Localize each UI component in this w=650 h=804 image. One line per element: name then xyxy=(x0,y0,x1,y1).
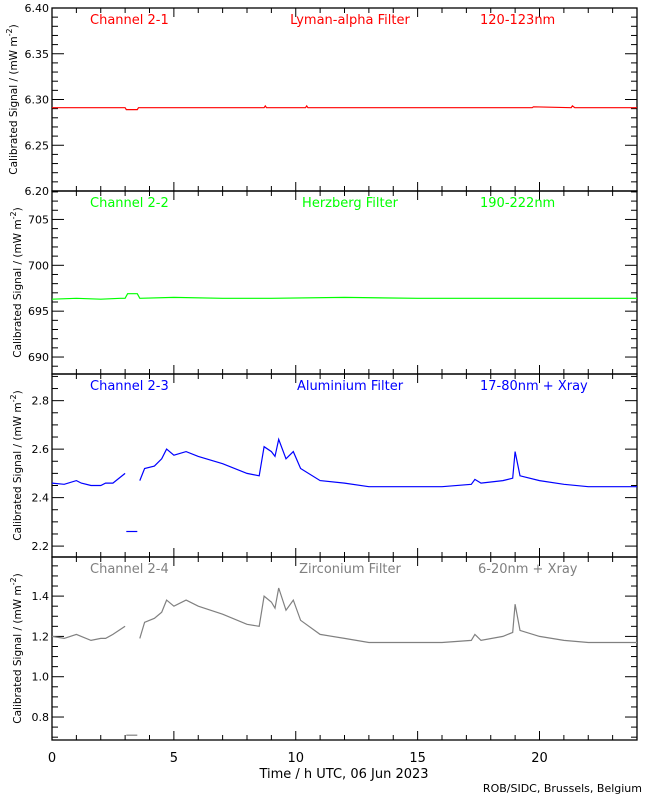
panel-1: 6.20 6.25 6.30 6.35 6.40 Calibrated Signal / … xyxy=(5,2,638,198)
y-tick-label: 6.40 xyxy=(25,2,50,15)
x-tick-label: 0 xyxy=(48,751,56,766)
credit-label: ROB/SIDC, Brussels, Belgium xyxy=(483,782,642,795)
y-tick-label: 0.8 xyxy=(32,711,50,724)
panel-frame xyxy=(51,373,638,558)
panel-frame xyxy=(51,7,638,192)
panel-3: 2.2 2.4 2.6 2.8 Calibrated Signal / (mW m-2)… xyxy=(9,373,638,558)
y-tick-label: 2.6 xyxy=(32,443,50,456)
series-line-channel-4 xyxy=(139,587,637,644)
series-line-channel-2 xyxy=(51,293,637,300)
y-tick-label: 2.4 xyxy=(32,492,50,505)
filter-label: Lyman-alpha Filter xyxy=(290,13,410,28)
panel-4: 0.8 1.0 1.2 1.4 Calibrated Signal / (mW m-2)… xyxy=(9,556,638,741)
channel-label: Channel 2-1 xyxy=(90,13,169,28)
band-label: 17-80nm + Xray xyxy=(480,379,588,394)
series-line-channel-4 xyxy=(51,625,126,642)
panel-frame xyxy=(51,556,638,741)
y-axis-label: Calibrated Signal / (mW m-2) xyxy=(9,573,24,723)
x-axis-label: Time / h UTC, 06 Jun 2023 xyxy=(258,767,428,782)
y-tick-label: 6.20 xyxy=(25,185,50,198)
channel-label: Channel 2-3 xyxy=(90,379,169,394)
x-tick-label: 10 xyxy=(287,751,304,766)
filter-label: Zirconium Filter xyxy=(299,562,401,577)
filter-label: Aluminium Filter xyxy=(297,379,404,394)
y-tick-label: 690 xyxy=(28,351,49,364)
y-tick-label: 1.4 xyxy=(32,590,50,603)
series-line-channel-3 xyxy=(51,472,126,487)
band-label: 6-20nm + Xray xyxy=(478,562,578,577)
y-axis-label: Calibrated Signal / (mW m-2) xyxy=(5,24,20,174)
band-label: 120-123nm xyxy=(480,13,555,28)
series-line-channel-3 xyxy=(139,437,637,488)
y-tick-label: 1.2 xyxy=(32,630,50,643)
y-tick-label: 2.2 xyxy=(32,540,50,553)
channel-label: Channel 2-4 xyxy=(90,562,169,577)
y-tick-label: 6.35 xyxy=(25,48,50,61)
band-label: 190-222nm xyxy=(480,196,555,211)
y-tick-label: 700 xyxy=(28,259,49,272)
y-tick-label: 695 xyxy=(28,305,49,318)
y-tick-label: 1.0 xyxy=(32,671,50,684)
panel-frame xyxy=(51,190,638,375)
y-axis-label: Calibrated Signal / (mW m-2) xyxy=(9,207,24,357)
panel-2: 690 695 700 705 Calibrated Signal / (mW m-2)… xyxy=(9,190,638,375)
series-line-channel-1 xyxy=(52,104,637,111)
y-tick-label: 6.30 xyxy=(25,94,50,107)
x-tick-label: 15 xyxy=(409,751,426,766)
filter-label: Herzberg Filter xyxy=(302,196,399,211)
channel-label: Channel 2-2 xyxy=(90,196,169,211)
x-tick-label: 5 xyxy=(170,751,178,766)
y-tick-label: 2.8 xyxy=(32,395,50,408)
x-tick-label: 20 xyxy=(531,751,548,766)
y-axis-label: Calibrated Signal / (mW m-2) xyxy=(9,390,24,540)
y-tick-label: 6.25 xyxy=(25,139,50,152)
y-tick-label: 705 xyxy=(28,213,49,226)
